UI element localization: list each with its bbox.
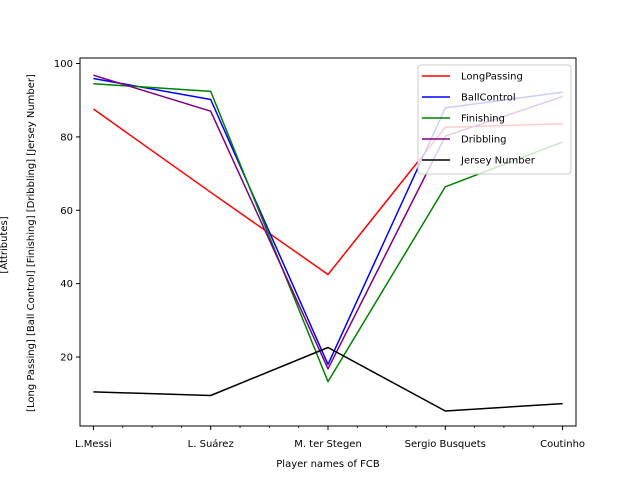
y-axis-label: [Long Passing] [Ball Control] [Finishing… — [26, 74, 37, 412]
x-tick-label: Coutinho — [540, 439, 585, 450]
x-tick-label: Sergio Busquets — [405, 439, 486, 450]
x-tick-label: M. ter Stegen — [294, 439, 362, 450]
x-tick-label: L.Messi — [75, 439, 112, 450]
legend-label: Finishing — [461, 114, 505, 125]
legend-label: BallControl — [461, 93, 516, 104]
y-tick-label: 60 — [60, 206, 73, 217]
legend-label: LongPassing — [461, 72, 523, 83]
y-tick-label: 40 — [60, 279, 73, 290]
legend-box — [417, 64, 572, 175]
y-tick-label: 20 — [60, 353, 73, 364]
y-tick-label: 100 — [54, 59, 73, 70]
y-tick-label: 80 — [60, 132, 73, 143]
legend-label: Jersey Number — [460, 156, 536, 167]
series-line-jersey-number — [93, 346, 563, 412]
axes: 20 40 60 80 100 L.Messi L. Suárez M. ter Stegen… — [54, 57, 585, 450]
x-tick-label: L. Suárez — [188, 438, 234, 450]
legend-label: Dribbling — [461, 135, 507, 146]
legend: LongPassing BallControl Finishing Dribbling… — [417, 64, 572, 175]
y-axis-label-tail: [Attributes] — [0, 216, 10, 273]
x-axis-label: Player names of FCB — [276, 459, 380, 470]
